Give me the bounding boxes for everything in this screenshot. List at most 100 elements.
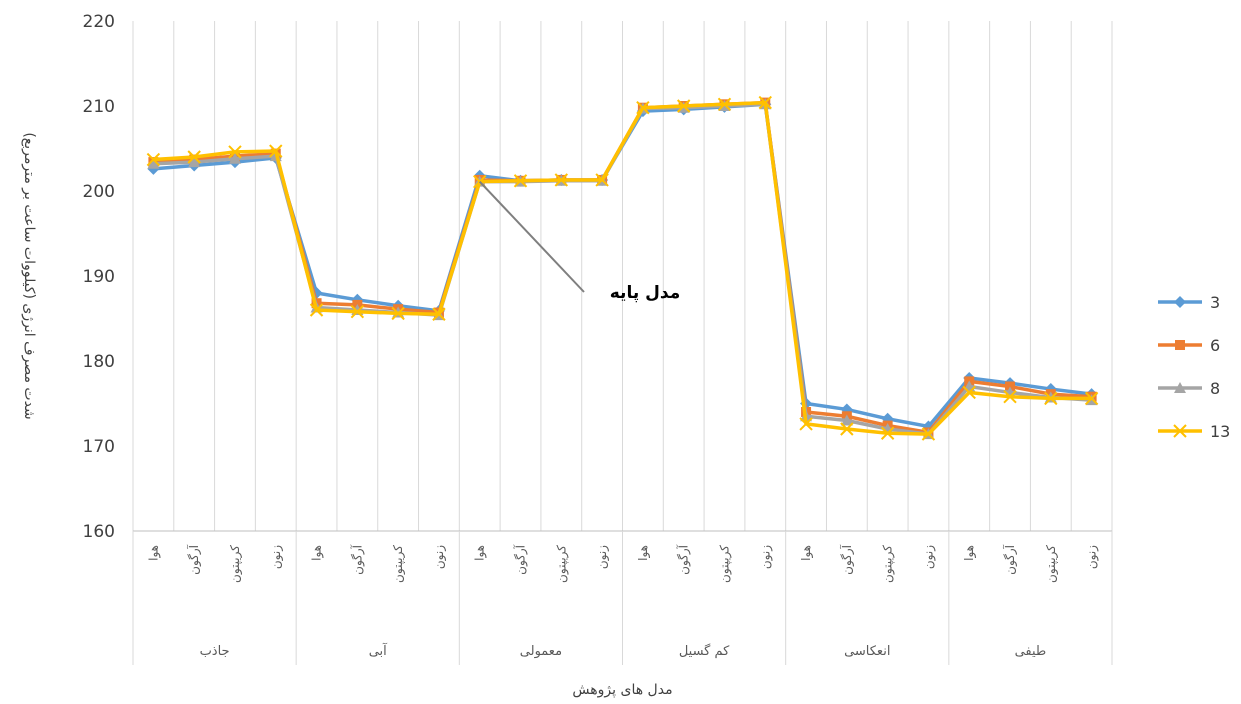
data-point-marker [1175,340,1185,350]
category-tick-label: کریپتون [1044,545,1059,583]
category-tick-label: زنون [1085,545,1100,569]
data-point-marker [146,152,161,167]
category-tick-label: کریپتون [228,545,243,583]
data-point-marker [432,307,446,321]
marker-stroke [350,304,365,319]
annotation-label: مدل پایه [610,283,680,303]
category-tick-label: زنون [921,545,936,569]
category-tick-label: هوا [636,545,651,561]
legend-entry-13: 13 [1158,422,1230,441]
marker-stroke [432,307,446,321]
marker-stroke [269,144,283,158]
x-axis-title: مدل های پژوهش [572,682,672,698]
category-tick-label: زنون [758,545,773,569]
category-tick-label: هوا [962,545,977,561]
data-point-marker [309,303,324,317]
marker-stroke [187,150,201,164]
marker-stroke [228,145,242,159]
marker-stroke [758,95,772,110]
data-point-marker [636,100,650,115]
y-tick-label: 200 [83,182,115,202]
data-point-marker [1084,391,1099,406]
marker-stroke [799,417,813,431]
category-tick-label: آرگون [349,544,365,575]
y-tick-label: 210 [83,97,115,117]
data-point-marker [228,145,242,159]
data-point-marker [188,156,201,168]
marker-stroke [1173,424,1187,438]
data-point-marker [1174,296,1186,308]
data-point-marker [269,144,283,158]
series-line [153,100,1092,436]
marker-stroke [840,422,854,436]
group-label: انعکاسی [844,644,890,659]
data-point-marker [921,427,936,441]
category-tick-label: آرگون [839,544,855,575]
marker-stroke [717,97,732,112]
marker-stroke [391,306,405,321]
data-point-marker [1044,391,1058,406]
marker-stroke [595,173,609,187]
data-point-marker [1003,389,1017,404]
marker-stroke [554,173,569,187]
category-tick-label: هوا [146,545,161,561]
marker-stroke [1044,391,1058,406]
group-label: آبی [369,642,388,659]
legend-entry-6: 6 [1158,336,1220,355]
category-tick-label: آرگون [676,544,692,575]
group-label: جاذب [200,644,230,659]
grid-layer [132,21,1113,531]
data-point-marker [595,173,609,187]
data-point-marker [147,157,160,169]
data-point-marker [228,152,241,164]
marker-stroke [880,426,895,440]
series-13 [146,95,1099,441]
category-tick-label: هوا [310,545,325,561]
legend-entry-8: 8 [1158,379,1220,398]
legend: 3 6 8 13 [1158,293,1230,441]
data-point-marker [1174,382,1186,393]
y-tick-label: 190 [83,267,115,287]
marker-stroke [636,100,650,115]
data-point-marker [880,426,895,440]
category-tick-label: کریپتون [554,545,569,583]
marker-stroke [513,174,528,188]
legend-label: 6 [1210,336,1220,355]
axis-layer: 160 170 180 190 200 210 220 هوا آرگون کریپتون زنون… [83,12,1113,665]
category-tick-label: هوا [473,545,488,561]
data-point-marker [717,97,732,112]
marker-stroke [1003,389,1017,404]
annotation-leader-line [479,180,585,293]
marker-stroke [309,303,324,317]
category-tick-label: زنون [269,545,284,569]
y-tick-label: 180 [83,352,115,372]
category-tick-label: کریپتون [881,545,896,583]
marker-stroke [676,99,691,113]
data-point-marker [554,173,569,187]
series-layer [146,95,1099,441]
marker-stroke [146,152,161,167]
category-tick-label: آرگون [1002,544,1018,575]
data-point-marker [840,422,854,436]
category-tick-label: کریپتون [717,545,732,583]
data-point-marker [799,417,813,431]
y-tick-label: 220 [83,12,115,32]
category-tick-label: آرگون [186,544,202,575]
annotation-layer: مدل پایه [479,180,680,303]
category-tick-label: آرگون [513,544,529,575]
data-point-marker [758,95,772,110]
data-point-marker [962,385,976,400]
marker-stroke [921,427,936,441]
marker-stroke [1084,391,1099,406]
data-point-marker [391,306,405,321]
category-tick-label: هوا [799,545,814,561]
legend-label: 13 [1210,422,1230,441]
legend-label: 3 [1210,293,1220,312]
y-tick-label: 170 [83,437,115,457]
category-tick-label: زنون [595,545,610,569]
legend-entry-3: 3 [1158,293,1220,312]
group-label: کم گسیل [679,643,730,659]
category-tick-label: زنون [432,545,447,569]
data-point-marker [676,99,691,113]
y-tick-label: 160 [83,522,115,542]
